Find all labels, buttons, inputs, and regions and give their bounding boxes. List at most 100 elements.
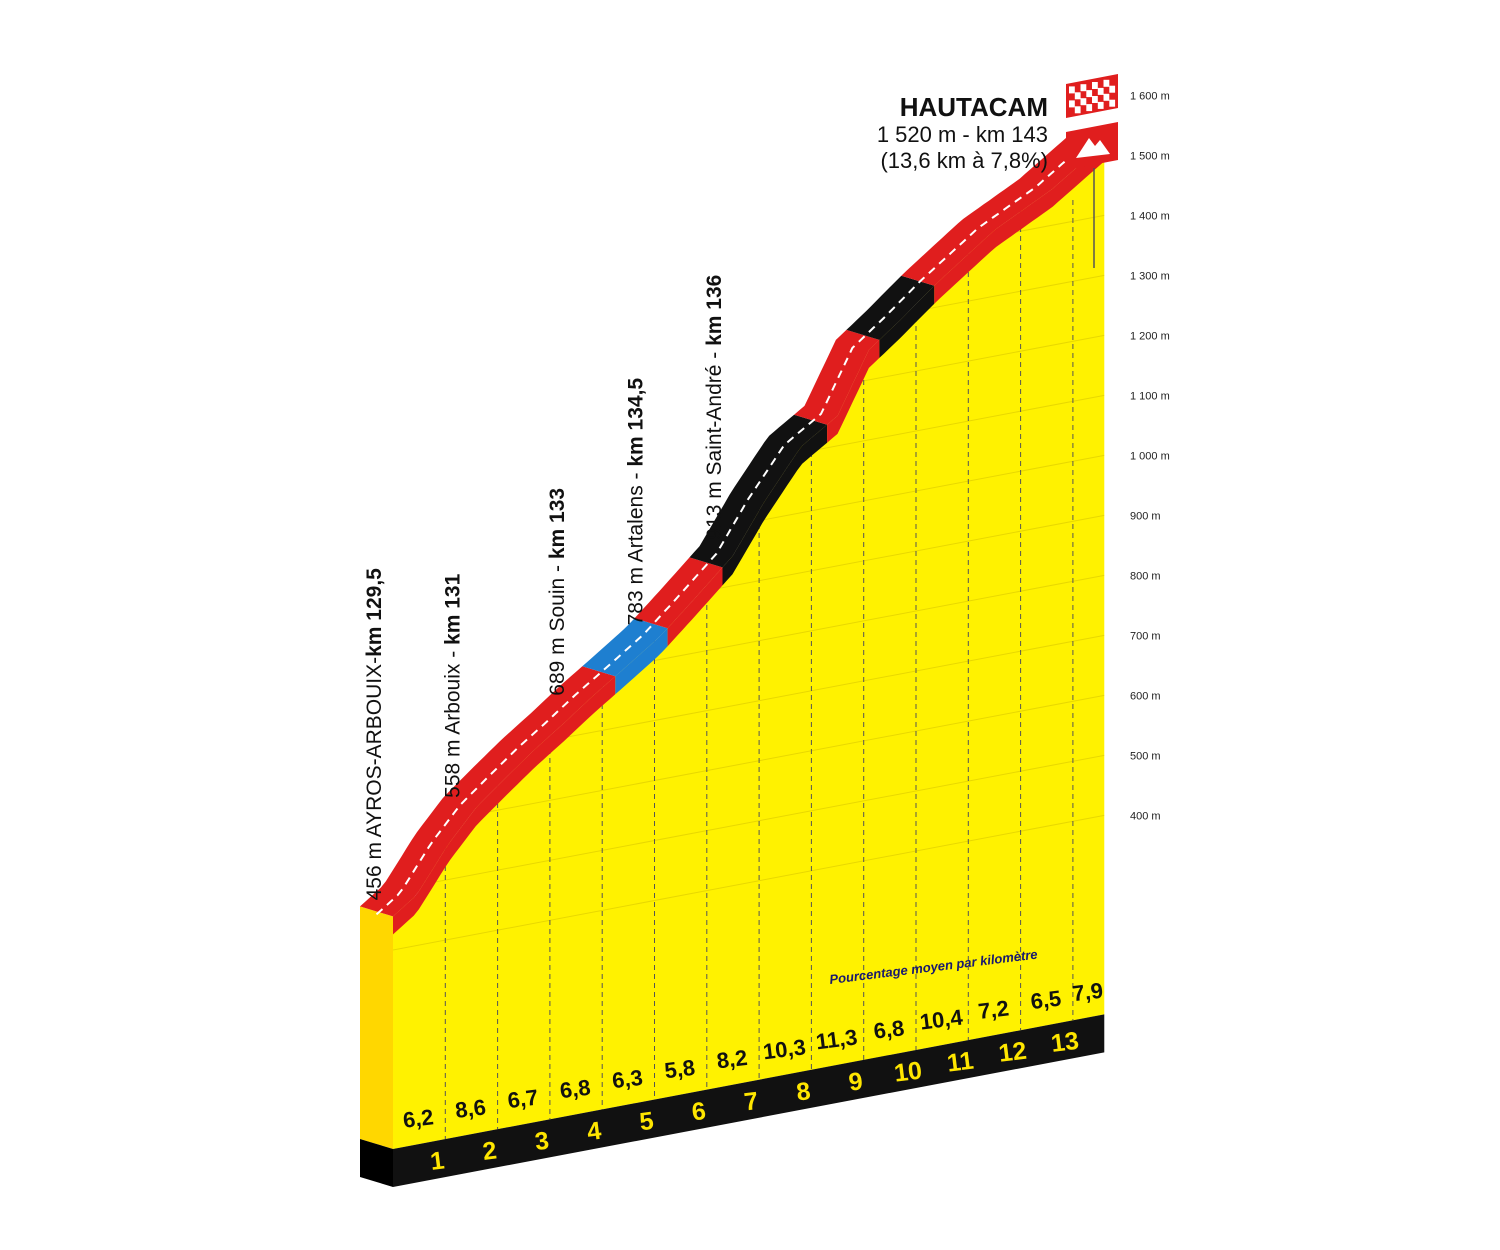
km-gradient-label: 10,4 <box>918 1004 964 1034</box>
checker-square <box>1074 106 1081 114</box>
waypoint-label: 913 m Saint-André - km 136 <box>703 275 726 540</box>
y-tick-label: 500 m <box>1130 750 1161 762</box>
profile-fill-layer <box>360 143 1105 1149</box>
climb-segment-edge-5 <box>827 339 880 443</box>
checker-square <box>1092 82 1098 89</box>
km-gradient-label: 6,5 <box>1029 986 1062 1015</box>
waypoint-km: km 129,5 <box>363 568 386 657</box>
waypoint-label: 689 m Souin - km 133 <box>546 488 569 696</box>
km-gradient-label: 10,3 <box>762 1034 808 1064</box>
km-marker-label: 3 <box>533 1127 550 1156</box>
base-bar-side <box>360 1139 393 1187</box>
km-gradient-label: 6,2 <box>402 1104 435 1133</box>
checker-square <box>1097 101 1104 109</box>
base-bar <box>393 1014 1105 1187</box>
road-centre-line <box>375 140 1089 916</box>
profile-side-face <box>360 906 393 1149</box>
km-marker-label: 6 <box>690 1097 707 1126</box>
km-gradient-label: 6,8 <box>558 1075 591 1104</box>
waypoint-km: km 131 <box>441 573 464 645</box>
km-gradient-label: 6,3 <box>611 1065 644 1094</box>
y-tick-label: 1 500 m <box>1130 150 1170 162</box>
km-gradient-label: 11,3 <box>814 1024 858 1054</box>
summit-info: 1 520 m - km 143 <box>877 122 1048 147</box>
waypoint-km: km 134,5 <box>625 378 648 467</box>
h-gridline-1 <box>393 754 1105 891</box>
y-tick-label: 1 000 m <box>1130 450 1170 462</box>
summit-marker <box>1066 74 1118 268</box>
km-marker-label: 2 <box>481 1137 498 1166</box>
km-marker-label: 8 <box>795 1077 812 1106</box>
checker-square <box>1092 96 1098 103</box>
km-marker-label: 11 <box>945 1047 975 1078</box>
checker-square <box>1080 98 1087 106</box>
checker-square <box>1103 93 1110 101</box>
checker-square <box>1086 104 1093 112</box>
waypoint-km: km 133 <box>546 488 569 559</box>
y-tick-label: 900 m <box>1130 510 1161 522</box>
y-tick-label: 1 200 m <box>1130 330 1170 342</box>
km-gradient-label: 7,9 <box>1071 978 1104 1007</box>
climb-segment-edge-3 <box>667 567 723 647</box>
y-tick-label: 600 m <box>1130 690 1161 702</box>
climb-segment-5 <box>794 329 880 425</box>
finish-flag-icon <box>1066 74 1118 118</box>
checker-square <box>1097 87 1104 95</box>
summit-name: HAUTACAM <box>900 92 1048 122</box>
km-marker-label: 4 <box>586 1117 603 1146</box>
checker-square <box>1074 92 1081 100</box>
km-marker-label: 9 <box>847 1067 864 1096</box>
base-bar-layer <box>360 1014 1105 1187</box>
mountain-flag-icon <box>1066 122 1118 170</box>
km-marker-label: 1 <box>429 1146 446 1175</box>
checker-square <box>1069 100 1075 108</box>
waypoint-label: 783 m Artalens - km 134,5 <box>625 378 648 626</box>
waypoint-name: 456 m AYROS-ARBOUIX- <box>363 657 386 901</box>
km-marker-label: 5 <box>638 1107 655 1136</box>
km-marker-label: 7 <box>743 1087 760 1116</box>
km-marker-label: 12 <box>997 1037 1028 1068</box>
y-tick-label: 800 m <box>1130 570 1161 582</box>
road-band-layer <box>360 133 1105 935</box>
checker-square <box>1086 90 1093 98</box>
km-gradient-label: 6,8 <box>872 1015 905 1044</box>
waypoint-label: 558 m Arbouix - km 131 <box>441 573 464 797</box>
waypoint-km: km 136 <box>703 275 726 346</box>
y-tick-label: 1 600 m <box>1130 90 1170 102</box>
climb-segment-3 <box>634 557 723 629</box>
y-tick-label: 1 100 m <box>1130 390 1170 402</box>
km-gradient-label: 6,7 <box>506 1085 539 1114</box>
climb-segment-edge-4 <box>722 424 828 586</box>
waypoint-name: 689 m Souin - <box>546 559 569 696</box>
waypoint-label: 456 m AYROS-ARBOUIX-km 129,5 <box>363 568 386 901</box>
profile-area <box>393 143 1105 1149</box>
y-tick-label: 1 300 m <box>1130 270 1170 282</box>
climb-segment-edge-1 <box>393 676 616 935</box>
km-gradient-label: 8,6 <box>454 1094 487 1123</box>
climb-segment-4 <box>689 414 828 568</box>
h-gridline-0 <box>393 814 1105 951</box>
climb-segment-edge-6 <box>879 285 935 358</box>
labels-layer: 400 m 500 m 600 m 700 m 800 m 900 m 1 000 m 1 1… <box>363 90 1170 1176</box>
waypoint-name: 558 m Arbouix - <box>441 645 464 798</box>
km-marker-label: 10 <box>893 1056 924 1087</box>
y-tick-label: 1 400 m <box>1130 210 1170 222</box>
checker-square <box>1069 86 1075 94</box>
km-marker-label: 13 <box>1049 1027 1080 1058</box>
y-tick-label: 700 m <box>1130 630 1161 642</box>
checker-square <box>1080 84 1087 92</box>
km-gradient-label: 8,2 <box>715 1045 748 1074</box>
summit-climb-stats: (13,6 km à 7,8%) <box>880 148 1048 173</box>
waypoint-name: 783 m Artalens - <box>625 467 648 626</box>
climb-segment-edge-2 <box>615 628 668 695</box>
y-tick-label: 400 m <box>1130 810 1161 822</box>
checker-square <box>1109 99 1116 107</box>
checker-square <box>1103 79 1110 87</box>
climb-segment-edge-7 <box>934 143 1105 304</box>
km-gradient-label: 7,2 <box>977 995 1010 1024</box>
checker-square <box>1109 85 1116 93</box>
h-gridline-2 <box>393 694 1105 831</box>
climb-segment-6 <box>846 275 935 340</box>
km-gradient-label: 5,8 <box>663 1055 696 1084</box>
